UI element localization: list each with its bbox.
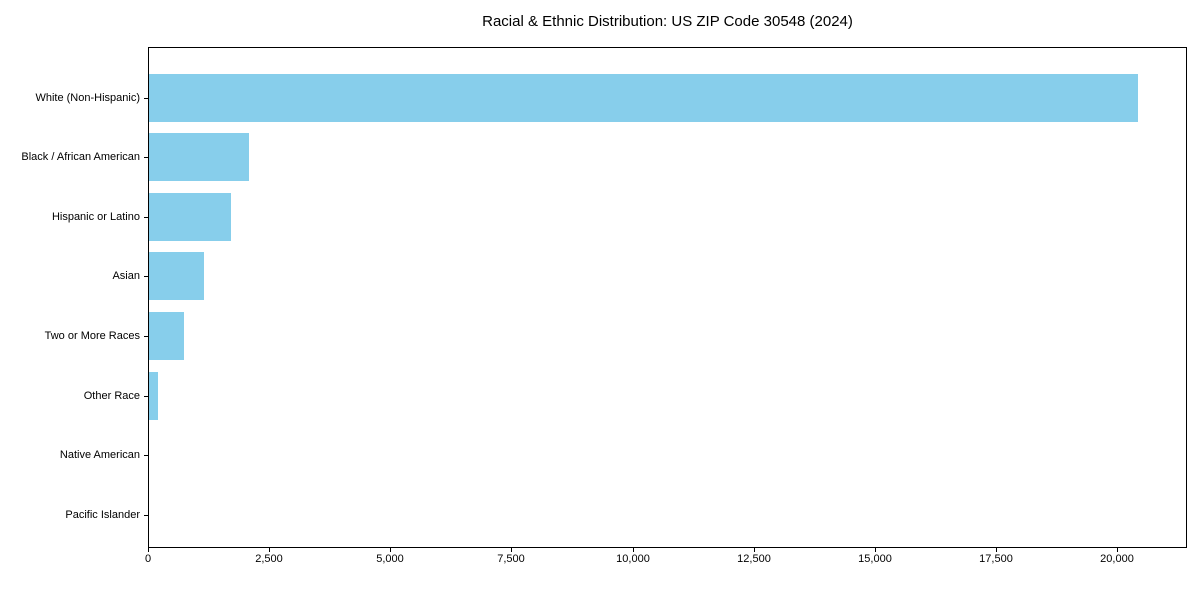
bar-other-race xyxy=(149,371,158,420)
x-tick-label-12-500: 12,500 xyxy=(737,553,771,565)
y-tick-label-black-african-american: Black / African American xyxy=(21,151,140,163)
y-tick-mark xyxy=(144,396,148,397)
bar-white-non-hispanic xyxy=(149,73,1138,122)
x-tick-mark xyxy=(633,548,634,552)
y-tick-mark xyxy=(144,515,148,516)
y-tick-label-white-non-hispanic: White (Non-Hispanic) xyxy=(35,92,140,104)
x-tick-mark xyxy=(390,548,391,552)
x-tick-label-5-000: 5,000 xyxy=(376,553,404,565)
x-tick-mark xyxy=(1117,548,1118,552)
x-tick-mark xyxy=(511,548,512,552)
y-tick-label-two-or-more-races: Two or More Races xyxy=(44,330,140,342)
bar-hispanic-or-latino xyxy=(149,192,231,241)
y-tick-mark xyxy=(144,98,148,99)
y-tick-label-pacific-islander: Pacific Islander xyxy=(65,509,140,521)
bar-black-african-american xyxy=(149,133,249,182)
y-tick-mark xyxy=(144,336,148,337)
y-tick-mark xyxy=(144,276,148,277)
x-tick-label-7-500: 7,500 xyxy=(497,553,525,565)
x-tick-mark xyxy=(875,548,876,552)
x-tick-label-20-000: 20,000 xyxy=(1100,553,1134,565)
plot-area xyxy=(148,47,1187,548)
y-tick-mark xyxy=(144,217,148,218)
x-tick-label-10-000: 10,000 xyxy=(616,553,650,565)
y-tick-label-other-race: Other Race xyxy=(83,390,140,402)
x-tick-mark xyxy=(754,548,755,552)
x-tick-label-15-000: 15,000 xyxy=(858,553,892,565)
y-tick-mark xyxy=(144,455,148,456)
y-tick-label-asian: Asian xyxy=(112,270,140,282)
chart-title: Racial & Ethnic Distribution: US ZIP Cod… xyxy=(482,13,853,30)
y-tick-label-native-american: Native American xyxy=(59,449,140,461)
x-tick-label-2-500: 2,500 xyxy=(255,553,283,565)
x-tick-mark xyxy=(996,548,997,552)
bar-asian xyxy=(149,252,204,301)
bar-two-or-more-races xyxy=(149,312,184,361)
y-tick-mark xyxy=(144,157,148,158)
x-tick-label-17-500: 17,500 xyxy=(979,553,1013,565)
x-tick-label-0: 0 xyxy=(144,553,152,565)
x-tick-mark xyxy=(148,548,149,552)
x-tick-mark xyxy=(269,548,270,552)
y-tick-label-hispanic-or-latino: Hispanic or Latino xyxy=(51,211,140,223)
